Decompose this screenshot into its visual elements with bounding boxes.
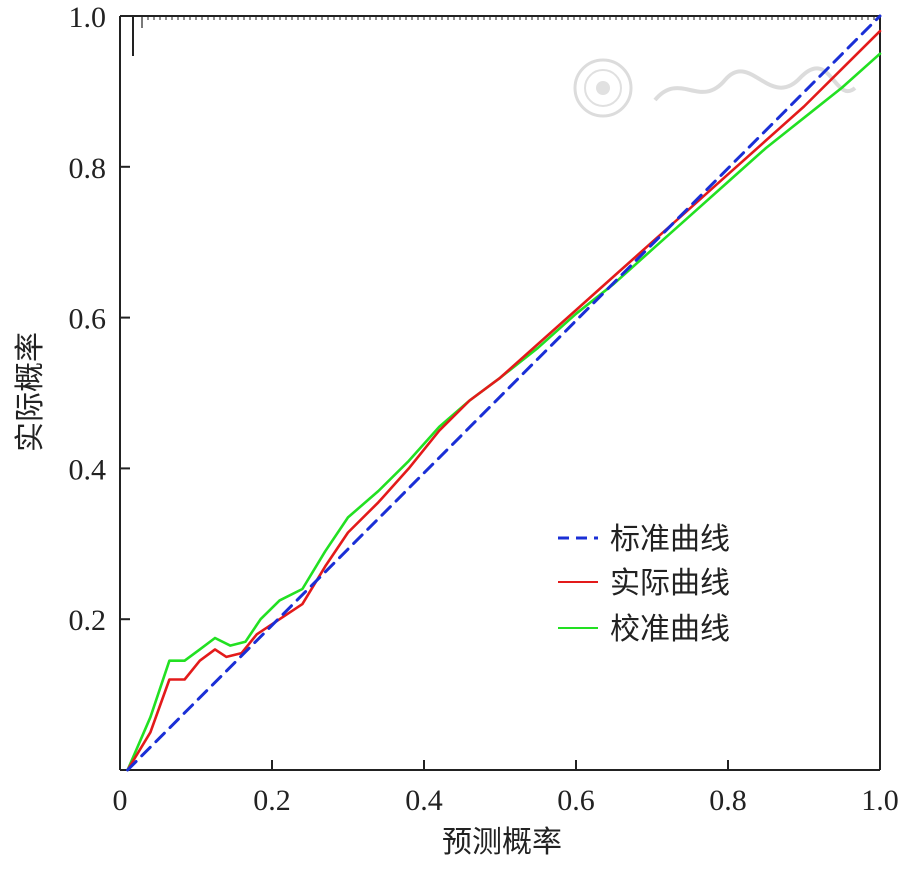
legend-label-actual: 实际曲线 <box>610 566 730 601</box>
legend-label-calibrated: 校准曲线 <box>610 612 730 647</box>
x-tick-label: 0.4 <box>405 784 443 817</box>
y-tick-label: 1.0 <box>69 1 107 34</box>
series-line-0 <box>126 14 882 772</box>
x-axis-ticks: 0 0.2 0.4 0.6 0.8 1.0 <box>113 760 899 817</box>
y-tick-label: 0.2 <box>69 604 107 637</box>
x-tick-label: 0.2 <box>253 784 291 817</box>
y-tick-label: 0.4 <box>69 453 107 486</box>
chart-legend: 标准曲线 实际曲线 校准曲线 <box>558 522 730 647</box>
series-layer <box>126 14 882 772</box>
x-tick-label: 0.6 <box>557 784 595 817</box>
rug-ticks <box>132 16 875 56</box>
x-tick-label: 0.8 <box>709 784 747 817</box>
x-axis-title: 预测概率 <box>442 825 562 860</box>
legend-label-standard: 标准曲线 <box>610 522 730 557</box>
series-line-2 <box>126 52 882 772</box>
x-tick-label: 1.0 <box>861 784 899 817</box>
y-axis-title: 实际概率 <box>13 332 48 452</box>
y-axis-ticks: 0.2 0.4 0.6 0.8 1.0 <box>69 1 130 637</box>
y-tick-label: 0.6 <box>69 303 107 336</box>
plot-axes <box>119 15 881 771</box>
series-line-1 <box>126 29 882 772</box>
x-tick-label: 0 <box>113 784 128 817</box>
watermark-logo <box>573 58 857 118</box>
y-tick-label: 0.8 <box>69 152 107 185</box>
